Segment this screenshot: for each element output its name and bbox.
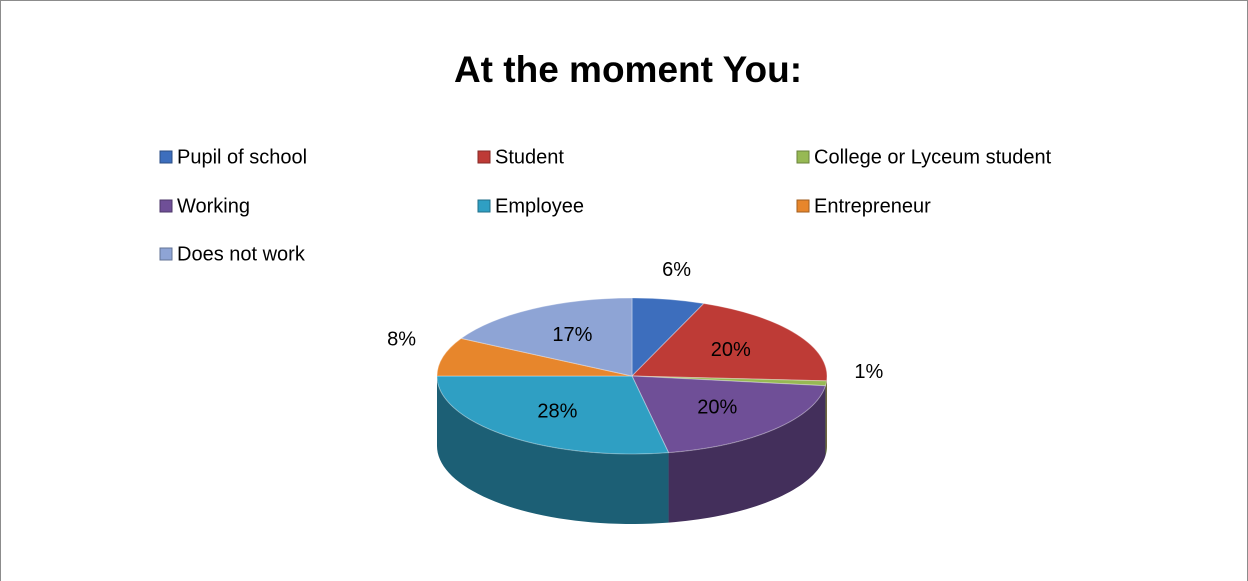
data-label: 1% — [854, 361, 883, 383]
pie-slice-side — [825, 380, 827, 456]
legend-label: College or Lyceum student — [814, 146, 1052, 168]
pie-slice — [631, 375, 827, 454]
pie-slice — [436, 337, 633, 377]
pie-slice-side — [437, 376, 669, 524]
legend-swatch — [477, 150, 491, 164]
legend-swatch — [796, 199, 810, 213]
data-label: 20% — [711, 339, 751, 361]
chart-title: At the moment You: — [454, 49, 802, 90]
pie-slice — [630, 302, 828, 382]
pie-slice-side — [668, 385, 826, 523]
legend-label: Entrepreneur — [814, 195, 931, 217]
data-label: 8% — [387, 329, 416, 351]
legend-swatch — [796, 150, 810, 164]
data-label: 28% — [537, 400, 577, 422]
legend-swatch — [159, 150, 173, 164]
pie-slice — [631, 297, 705, 378]
legend-swatch — [477, 199, 491, 213]
legend-label: Employee — [495, 195, 584, 217]
data-label: 17% — [552, 324, 592, 346]
legend-label: Does not work — [177, 243, 306, 265]
pie-slice — [436, 375, 670, 455]
data-label: 20% — [697, 396, 737, 418]
legend-label: Working — [177, 195, 250, 217]
legend-swatch — [159, 199, 173, 213]
pie-slice — [631, 375, 828, 387]
legend-label: Student — [495, 146, 564, 168]
legend-label: Pupil of school — [177, 146, 307, 168]
legend-swatch — [159, 247, 173, 261]
pie-slice — [459, 297, 633, 377]
data-label: 6% — [662, 259, 691, 281]
